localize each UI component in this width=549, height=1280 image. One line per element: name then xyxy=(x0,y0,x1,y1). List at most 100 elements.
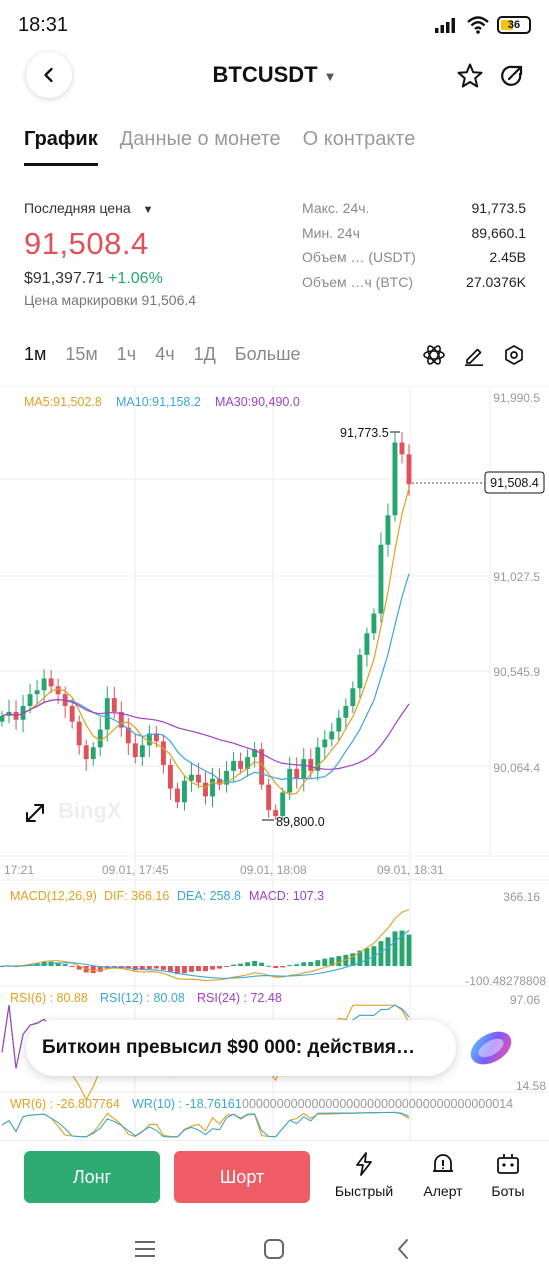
stat-label: Макс. 24ч. xyxy=(302,200,370,216)
candle-body xyxy=(224,770,230,785)
stats-panel: Макс. 24ч. 91,773.5 Мин. 24ч 89,660.1 Объе… xyxy=(302,200,526,298)
star-icon[interactable] xyxy=(456,62,484,90)
candle-body xyxy=(399,442,405,455)
rsi24-legend: RSI(24) : 72.48 xyxy=(197,991,282,1005)
macd-bar xyxy=(139,966,145,971)
candle-body xyxy=(252,749,258,758)
macd-bar xyxy=(167,966,173,973)
candle-body xyxy=(371,613,377,634)
candle-body xyxy=(104,698,110,730)
candle-body xyxy=(210,778,215,797)
macd-bar xyxy=(90,966,96,974)
candles-layer xyxy=(0,432,412,820)
header: BTCUSDT ▼ xyxy=(0,52,549,104)
bots-button[interactable]: Боты xyxy=(473,1151,543,1199)
tab-contract[interactable]: О контракте xyxy=(302,128,416,150)
symbol-selector[interactable]: BTCUSDT ▼ xyxy=(0,62,549,88)
interval-1m[interactable]: 1м xyxy=(24,344,47,364)
macd-value: MACD: 107.3 xyxy=(249,889,324,903)
x-tick-label: 17:21 xyxy=(4,863,34,877)
ai-assistant-icon[interactable] xyxy=(464,1021,518,1075)
interval-1h[interactable]: 1ч xyxy=(116,344,137,364)
macd-bar xyxy=(76,966,82,970)
news-banner[interactable]: Биткоин превысил $90 000: действия… xyxy=(26,1020,456,1076)
y-tick-label: 90,545.9 xyxy=(493,665,540,679)
macd-bar xyxy=(308,961,314,966)
candle-body xyxy=(231,761,237,771)
quick-label: Быстрый xyxy=(334,1183,394,1199)
ma5-line xyxy=(1,488,410,796)
macd-bar xyxy=(385,937,391,966)
macd-bar xyxy=(273,966,279,968)
macd-bar xyxy=(196,966,201,972)
macd-dea: DEA: 258.8 xyxy=(177,889,241,903)
bell-icon xyxy=(433,1154,453,1172)
back-icon[interactable] xyxy=(391,1236,417,1262)
short-button[interactable]: Шорт xyxy=(174,1151,310,1203)
macd-bar xyxy=(392,931,398,966)
alert-button[interactable]: Алерт xyxy=(408,1151,478,1199)
stat-value: 27.0376K xyxy=(466,273,526,290)
indicator-atom-icon[interactable] xyxy=(423,344,445,366)
home-icon[interactable] xyxy=(261,1236,287,1262)
candle-body xyxy=(189,774,194,781)
candle-body xyxy=(34,690,40,695)
candle-body xyxy=(146,733,152,746)
interval-1d[interactable]: 1Д xyxy=(193,344,216,364)
tab-chart[interactable]: График xyxy=(24,128,98,166)
rsi-top-tick: 97.06 xyxy=(510,993,540,1007)
candlestick-chart[interactable]: MA5:91,502.8 MA10:91,158.2 MA30:90,490.0… xyxy=(0,386,549,1140)
last-price-selector[interactable]: Последняя цена ▼ xyxy=(24,200,274,216)
y-tick-label: 90,064.4 xyxy=(493,761,540,775)
macd-bar xyxy=(294,964,300,966)
candle-body xyxy=(392,442,398,516)
price-sub-row: $91,397.71 +1.06% xyxy=(24,270,274,288)
long-button[interactable]: Лонг xyxy=(24,1151,160,1203)
candle-body xyxy=(125,727,131,744)
macd-bar xyxy=(189,966,194,972)
candle-body xyxy=(329,731,335,740)
macd-bar xyxy=(181,966,187,974)
macd-bar xyxy=(97,966,103,972)
macd-bar xyxy=(210,966,215,970)
x-tick-label: 09.01, 17:45 xyxy=(102,863,169,877)
share-icon[interactable] xyxy=(498,62,526,90)
last-price: 91,508.4 xyxy=(24,226,149,261)
status-bar: 18:31 36 xyxy=(0,0,549,52)
candle-body xyxy=(315,747,321,771)
candle-body xyxy=(273,810,279,817)
expand-icon[interactable] xyxy=(26,804,44,822)
candle-body xyxy=(343,705,349,718)
macd-bar xyxy=(245,962,251,966)
macd-bottom-tick: -100.48278808 xyxy=(465,974,546,988)
ma10-line xyxy=(1,573,410,784)
chart-area[interactable]: MA5:91,502.8 MA10:91,158.2 MA30:90,490.0… xyxy=(0,386,549,1140)
menu-icon[interactable] xyxy=(132,1236,158,1262)
macd-bar xyxy=(203,966,208,972)
macd-bar xyxy=(34,963,40,966)
tab-coin-data[interactable]: Данные о монете xyxy=(119,128,281,150)
quick-button[interactable]: Быстрый xyxy=(329,1151,399,1199)
candle-body xyxy=(308,759,314,771)
battery-icon: 36 xyxy=(497,16,531,34)
macd-bar xyxy=(69,966,75,967)
last-price-box xyxy=(484,471,545,494)
ma10-legend: MA10:91,158.2 xyxy=(116,395,201,409)
back-button[interactable] xyxy=(26,52,72,98)
macd-bar xyxy=(336,956,342,966)
last-price-tag: 91,508.4 xyxy=(490,476,539,490)
settings-hex-icon[interactable] xyxy=(503,344,525,366)
ma-lines-layer xyxy=(1,488,410,796)
interval-15m[interactable]: 15м xyxy=(65,344,98,364)
caret-down-icon: ▼ xyxy=(142,204,154,216)
draw-pencil-icon[interactable] xyxy=(463,344,485,366)
rsi6-legend: RSI(6) : 80.88 xyxy=(10,991,88,1005)
chart-grid xyxy=(0,386,549,1140)
stat-row: Мин. 24ч 89,660.1 xyxy=(302,225,526,250)
candle-body xyxy=(287,768,293,793)
candle-body xyxy=(301,759,307,779)
interval-4h[interactable]: 4ч xyxy=(155,344,175,364)
wr-tail: 000000000000000000000000000000000000014 xyxy=(242,1097,513,1111)
interval-more[interactable]: Больше xyxy=(234,344,301,364)
macd-bar xyxy=(350,953,356,966)
